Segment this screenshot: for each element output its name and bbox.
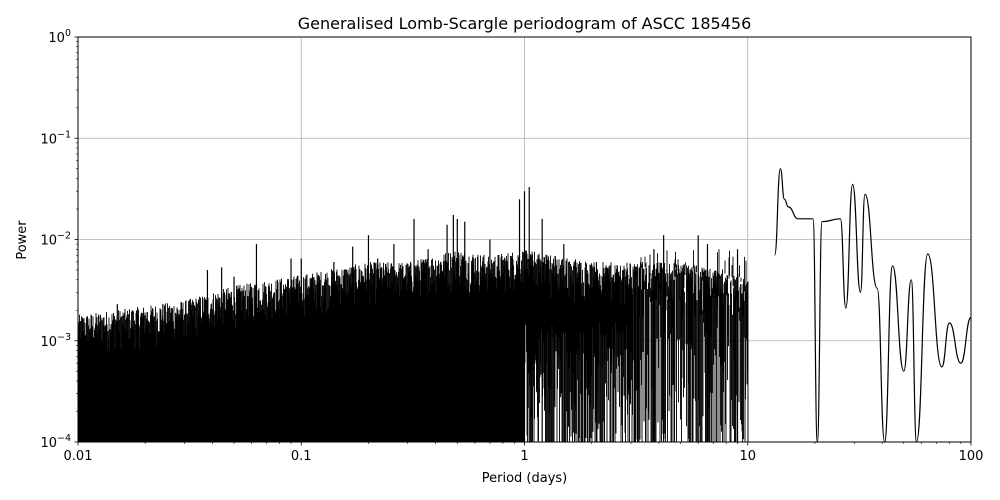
y-tick-label: 10−3 — [40, 332, 71, 350]
x-tick-label: 1 — [520, 449, 528, 464]
y-tick-label: 100 — [48, 28, 71, 46]
y-tick-label: 10−1 — [40, 129, 71, 147]
x-tick-label: 0.1 — [291, 449, 312, 464]
y-tick-label: 10−2 — [40, 231, 71, 249]
periodogram-long-period-curve — [774, 168, 972, 443]
x-axis-label: Period (days) — [482, 471, 568, 486]
x-tick-label: 10 — [739, 449, 756, 464]
x-tick-label: 0.01 — [64, 449, 93, 464]
y-tick-label: 10−4 — [40, 433, 71, 451]
data-series — [77, 168, 972, 443]
y-axis-label: Power — [15, 220, 30, 260]
x-axis: 0.01 0.1 1 10 100 — [64, 442, 984, 464]
chart-title: Generalised Lomb-Scargle periodogram of … — [298, 14, 752, 33]
y-axis: 10−4 10−3 10−2 10−1 100 — [40, 28, 78, 451]
periodogram-noise-band — [77, 249, 749, 442]
x-tick-label: 100 — [959, 449, 984, 464]
